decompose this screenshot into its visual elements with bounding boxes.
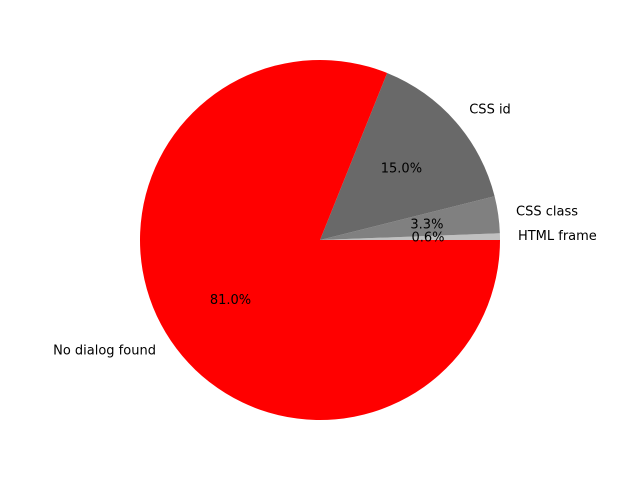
pie-slice-html-frame xyxy=(320,233,500,240)
pie-labels: HTML frame 0.6% CSS class 3.3% CSS id 15.0% No… xyxy=(53,102,597,358)
pie-slices xyxy=(140,60,500,421)
pie-slice-css-id xyxy=(320,72,495,240)
slice-label-no-dialog-found: No dialog found xyxy=(53,343,156,358)
slice-label-css-class: CSS class xyxy=(516,205,578,220)
slice-pct-css-class: 3.3% xyxy=(410,217,443,232)
pie-slice-no-dialog-found xyxy=(140,60,500,421)
pie-slice-css-class xyxy=(320,196,500,240)
slice-pct-no-dialog-found: 81.0% xyxy=(210,293,251,308)
slice-pct-css-id: 15.0% xyxy=(381,162,422,177)
slice-pct-html-frame: 0.6% xyxy=(411,230,444,245)
slice-label-css-id: CSS id xyxy=(469,102,511,117)
slice-label-html-frame: HTML frame xyxy=(518,229,597,244)
